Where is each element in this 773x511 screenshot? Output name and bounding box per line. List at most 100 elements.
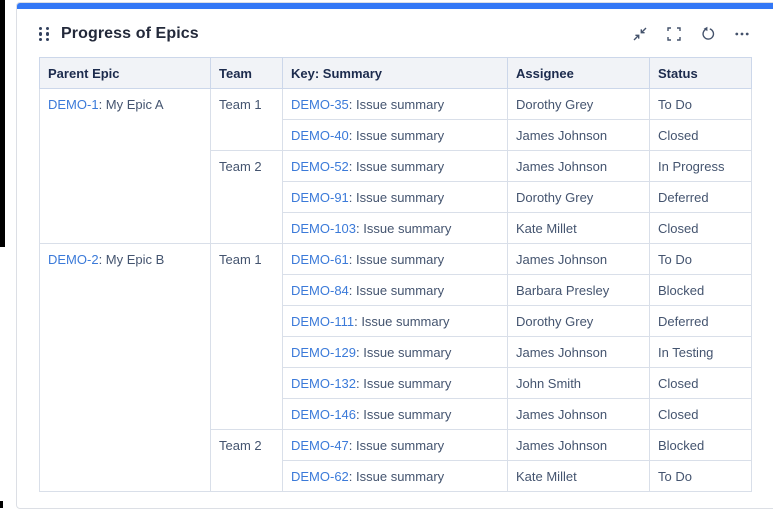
issue-label: : Issue summary — [356, 221, 452, 236]
issue-label: : Issue summary — [348, 438, 445, 453]
issue-link[interactable]: DEMO-35 — [291, 97, 349, 112]
drag-handle-icon[interactable] — [39, 26, 53, 42]
issue-link[interactable]: DEMO-47 — [291, 438, 349, 453]
issue-link[interactable]: DEMO-132 — [291, 376, 357, 391]
key-summary-cell: DEMO-61: Issue summary — [282, 243, 508, 275]
key-summary-cell: DEMO-111: Issue summary — [282, 305, 508, 337]
issue-label: : Issue summary — [348, 252, 445, 267]
issue-link[interactable]: DEMO-61 — [291, 252, 349, 267]
assignee-cell: James Johnson — [507, 243, 650, 275]
column-header-parent-epic: Parent Epic — [39, 57, 211, 89]
key-summary-cell: DEMO-52: Issue summary — [282, 150, 508, 182]
epic-label: : My Epic A — [98, 97, 164, 112]
issue-label: : Issue summary — [348, 159, 445, 174]
team-cell: Team 2 — [210, 150, 283, 244]
assignee-cell: Kate Millet — [507, 460, 650, 492]
issue-label: : Issue summary — [348, 190, 445, 205]
issue-link[interactable]: DEMO-103 — [291, 221, 357, 236]
epic-label: : My Epic B — [98, 252, 165, 267]
status-cell: Closed — [649, 367, 752, 399]
status-cell: Blocked — [649, 274, 752, 306]
key-summary-cell: DEMO-35: Issue summary — [282, 88, 508, 120]
status-cell: Blocked — [649, 429, 752, 461]
column-header-status: Status — [649, 57, 752, 89]
more-icon[interactable] — [733, 25, 751, 43]
assignee-cell: Dorothy Grey — [507, 305, 650, 337]
table-row: DEMO-40: Issue summary James Johnson Clo… — [40, 119, 752, 151]
issue-link[interactable]: DEMO-40 — [291, 128, 349, 143]
key-summary-cell: DEMO-47: Issue summary — [282, 429, 508, 461]
table-row: DEMO-62: Issue summary Kate Millet To Do — [40, 460, 752, 492]
issue-label: : Issue summary — [356, 345, 452, 360]
issue-label: : Issue summary — [348, 97, 445, 112]
key-summary-cell: DEMO-132: Issue summary — [282, 367, 508, 399]
column-header-key-summary: Key: Summary — [282, 57, 508, 89]
gadget-accent-bar — [17, 3, 773, 9]
assignee-cell: Barbara Presley — [507, 274, 650, 306]
table-row: Team 2 DEMO-47: Issue summary James John… — [40, 429, 752, 492]
status-cell: In Testing — [649, 336, 752, 368]
key-summary-cell: DEMO-146: Issue summary — [282, 398, 508, 430]
issue-label: : Issue summary — [356, 376, 452, 391]
issue-link[interactable]: DEMO-84 — [291, 283, 349, 298]
parent-epic-cell: DEMO-1: My Epic A — [39, 88, 211, 244]
issue-link[interactable]: DEMO-111 — [291, 314, 355, 329]
table-header-row: Parent Epic Team Key: Summary Assignee S… — [39, 57, 752, 89]
issue-label: : Issue summary — [348, 469, 445, 484]
column-header-assignee: Assignee — [507, 57, 650, 89]
table-row: DEMO-129: Issue summary James Johnson In… — [40, 336, 752, 368]
issue-link[interactable]: DEMO-62 — [291, 469, 349, 484]
gadget-header: Progress of Epics — [39, 25, 751, 43]
table-row: DEMO-2: My Epic B Team 1 DEMO-61: Issue … — [39, 243, 752, 492]
key-summary-cell: DEMO-40: Issue summary — [282, 119, 508, 151]
dashboard-gadget: Progress of Epics — [16, 2, 773, 509]
key-summary-cell: DEMO-62: Issue summary — [282, 460, 508, 492]
collapse-icon[interactable] — [631, 25, 649, 43]
screen-edge-artifact-top — [0, 0, 5, 247]
issue-label: : Issue summary — [356, 407, 452, 422]
expand-icon[interactable] — [665, 25, 683, 43]
status-cell: To Do — [649, 88, 752, 120]
status-cell: Closed — [649, 119, 752, 151]
status-cell: Deferred — [649, 181, 752, 213]
issue-label: : Issue summary — [348, 128, 445, 143]
status-cell: To Do — [649, 460, 752, 492]
status-cell: Closed — [649, 398, 752, 430]
assignee-cell: Dorothy Grey — [507, 88, 650, 120]
gadget-title: Progress of Epics — [61, 25, 199, 42]
issue-link[interactable]: DEMO-91 — [291, 190, 349, 205]
assignee-cell: James Johnson — [507, 398, 650, 430]
epic-link[interactable]: DEMO-1 — [48, 97, 99, 112]
assignee-cell: Dorothy Grey — [507, 181, 650, 213]
parent-epic-cell: DEMO-2: My Epic B — [39, 243, 211, 492]
screen-edge-artifact-bottom — [0, 501, 3, 508]
epic-link[interactable]: DEMO-2 — [48, 252, 99, 267]
refresh-icon[interactable] — [699, 25, 717, 43]
assignee-cell: Kate Millet — [507, 212, 650, 244]
table-row: DEMO-132: Issue summary John Smith Close… — [40, 367, 752, 399]
assignee-cell: James Johnson — [507, 429, 650, 461]
team-cell: Team 1 — [210, 243, 283, 430]
issue-label: : Issue summary — [348, 283, 445, 298]
table-row: DEMO-103: Issue summary Kate Millet Clos… — [40, 212, 752, 244]
issue-link[interactable]: DEMO-146 — [291, 407, 357, 422]
issue-link[interactable]: DEMO-129 — [291, 345, 357, 360]
assignee-cell: James Johnson — [507, 150, 650, 182]
issue-label: : Issue summary — [354, 314, 450, 329]
table-row: DEMO-146: Issue summary James Johnson Cl… — [40, 398, 752, 430]
assignee-cell: James Johnson — [507, 119, 650, 151]
status-cell: Deferred — [649, 305, 752, 337]
assignee-cell: John Smith — [507, 367, 650, 399]
key-summary-cell: DEMO-103: Issue summary — [282, 212, 508, 244]
key-summary-cell: DEMO-84: Issue summary — [282, 274, 508, 306]
status-cell: In Progress — [649, 150, 752, 182]
team-cell: Team 1 — [210, 88, 283, 151]
key-summary-cell: DEMO-129: Issue summary — [282, 336, 508, 368]
status-cell: To Do — [649, 243, 752, 275]
status-cell: Closed — [649, 212, 752, 244]
issue-link[interactable]: DEMO-52 — [291, 159, 349, 174]
table-row: DEMO-84: Issue summary Barbara Presley B… — [40, 274, 752, 306]
column-header-team: Team — [210, 57, 283, 89]
table-row: Team 2 DEMO-52: Issue summary James John… — [40, 150, 752, 244]
table-row: DEMO-1: My Epic A Team 1 DEMO-35: Issue … — [39, 88, 752, 244]
